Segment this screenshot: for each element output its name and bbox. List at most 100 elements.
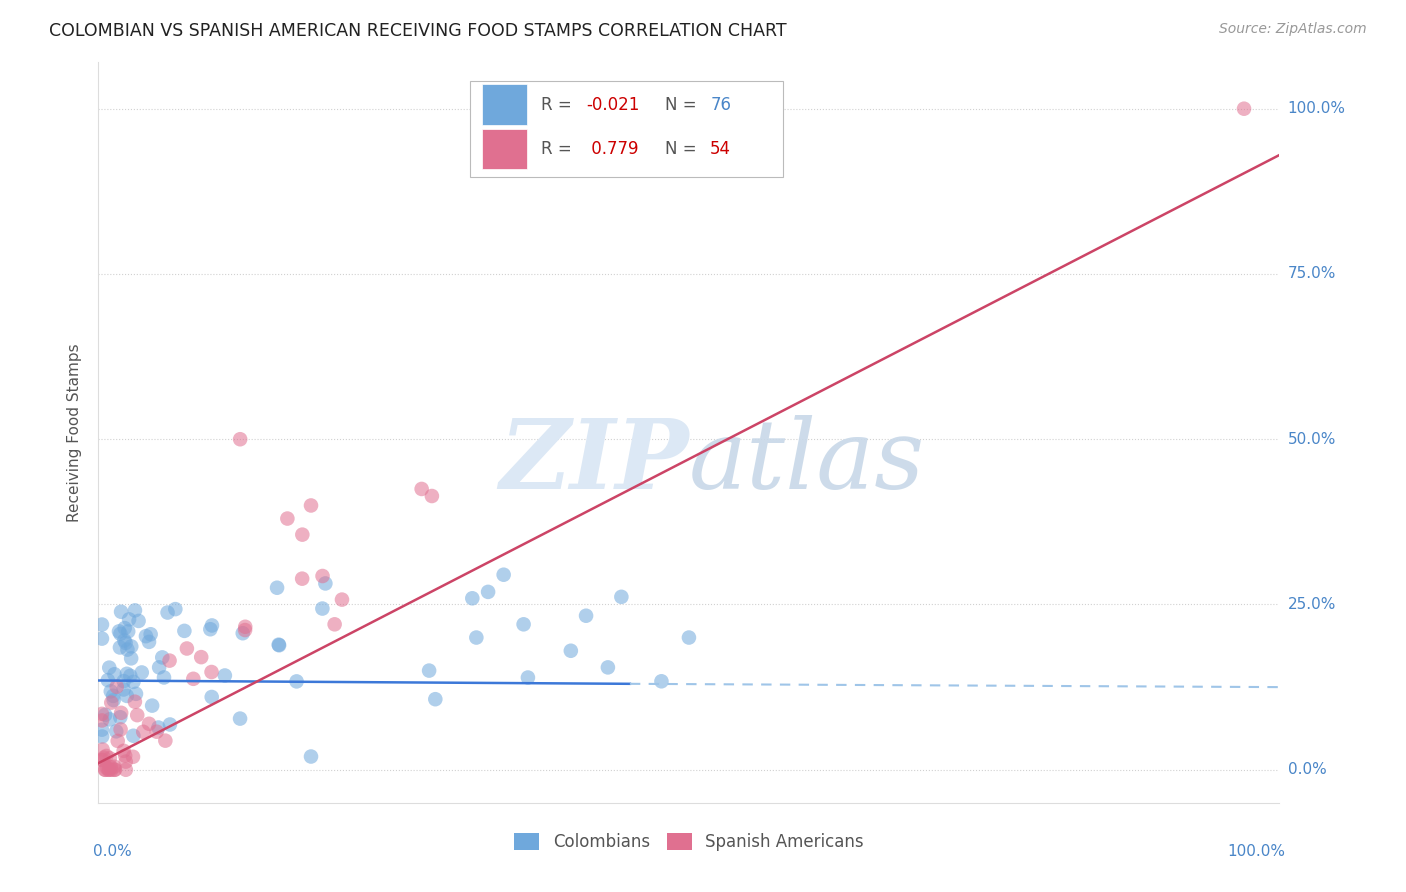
Point	[516, 671, 538, 685]
Point	[200, 665, 222, 679]
Point	[159, 717, 181, 731]
Point	[122, 674, 145, 689]
Point	[122, 729, 145, 743]
Point	[267, 638, 290, 652]
Bar	[482, 84, 527, 125]
Y-axis label: Receiving Food Stamps: Receiving Food Stamps	[67, 343, 83, 522]
Point	[492, 567, 515, 582]
Text: 0.0%: 0.0%	[1288, 763, 1326, 777]
Point	[650, 674, 672, 689]
Point	[117, 624, 139, 639]
Point	[214, 668, 236, 682]
Point	[120, 669, 142, 683]
Point	[201, 690, 224, 704]
Point	[100, 684, 122, 698]
Text: 25.0%: 25.0%	[1288, 597, 1336, 612]
Point	[96, 761, 118, 775]
Point	[425, 692, 447, 706]
Point	[420, 489, 443, 503]
Point	[512, 617, 534, 632]
Point	[138, 716, 160, 731]
Point	[233, 623, 256, 637]
Point	[291, 527, 314, 541]
Point	[465, 631, 488, 645]
Point	[153, 670, 176, 684]
Point	[122, 749, 145, 764]
Point	[477, 585, 499, 599]
Point	[105, 724, 128, 739]
Text: R =: R =	[541, 95, 578, 113]
Point	[127, 708, 149, 723]
Point	[233, 620, 256, 634]
Point	[94, 763, 117, 777]
Point	[311, 569, 333, 583]
Point	[190, 650, 212, 665]
Point	[110, 706, 132, 720]
Point	[150, 650, 173, 665]
Point	[201, 618, 224, 632]
Point	[115, 689, 138, 703]
Text: 0.779: 0.779	[586, 140, 638, 158]
Point	[330, 592, 353, 607]
Point	[112, 682, 135, 697]
Point	[148, 660, 170, 674]
Point	[103, 667, 125, 681]
Point	[91, 706, 114, 721]
Text: -0.021: -0.021	[586, 95, 640, 113]
Point	[131, 665, 153, 680]
Point	[114, 748, 136, 763]
Point	[183, 672, 205, 686]
Point	[103, 760, 125, 774]
Point	[91, 723, 114, 737]
Text: 50.0%: 50.0%	[1288, 432, 1336, 447]
Bar	[482, 128, 527, 169]
Point	[159, 654, 181, 668]
Point	[98, 660, 121, 674]
Point	[156, 606, 179, 620]
Point	[269, 638, 291, 652]
Point	[229, 432, 252, 446]
Point	[94, 707, 117, 722]
Point	[176, 641, 198, 656]
Point	[115, 666, 138, 681]
Point	[117, 642, 139, 657]
Point	[125, 687, 148, 701]
Point	[276, 511, 298, 525]
Point	[91, 632, 114, 646]
Point	[135, 629, 157, 643]
Point	[120, 640, 142, 654]
Text: 75.0%: 75.0%	[1288, 267, 1336, 282]
Text: 76: 76	[710, 95, 731, 113]
Point	[97, 673, 120, 688]
Point	[108, 640, 131, 655]
Point	[299, 499, 322, 513]
Point	[112, 744, 135, 758]
Point	[98, 763, 121, 777]
Point	[94, 763, 117, 777]
Point	[124, 603, 146, 617]
Point	[120, 651, 142, 665]
Point	[165, 602, 187, 616]
Point	[678, 631, 700, 645]
Point	[596, 660, 619, 674]
Point	[107, 734, 129, 748]
Point	[173, 624, 195, 638]
Point	[100, 763, 122, 777]
Point	[155, 733, 177, 747]
Point	[141, 698, 163, 713]
Text: atlas: atlas	[689, 416, 925, 509]
Point	[100, 696, 122, 710]
Point	[91, 617, 114, 632]
Point	[114, 621, 136, 635]
Point	[285, 674, 308, 689]
Point	[108, 624, 131, 639]
Point	[91, 753, 114, 767]
Point	[110, 723, 132, 737]
Text: 100.0%: 100.0%	[1288, 101, 1346, 116]
Point	[105, 680, 128, 694]
Text: R =: R =	[541, 140, 578, 158]
Point	[97, 763, 120, 777]
Point	[114, 636, 136, 650]
FancyBboxPatch shape	[471, 81, 783, 178]
Point	[91, 753, 114, 767]
